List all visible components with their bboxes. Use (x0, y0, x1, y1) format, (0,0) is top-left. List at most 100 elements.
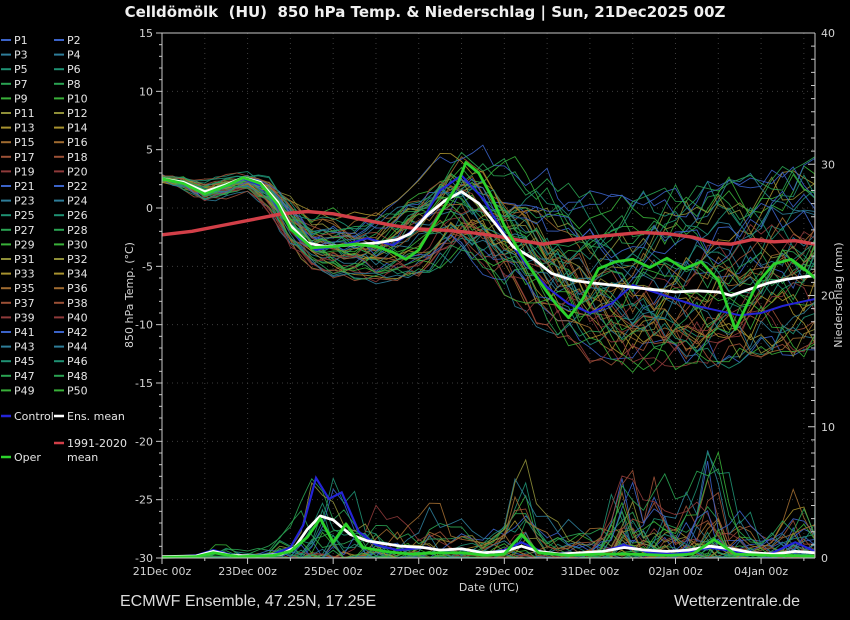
legend-member-label: P45 (14, 355, 35, 368)
legend-member-label: P30 (67, 238, 88, 251)
legend-member-label: P40 (67, 311, 88, 324)
x-tick-label: 27Dec 00z (389, 565, 448, 578)
legend: P1 P2 P3 P4 P5 P6 P7 P8 P9 P10 P11 P12 P13 P14 P15 P16 P… (1, 34, 127, 464)
legend-member-label: P6 (67, 63, 81, 76)
legend-member-label: P19 (14, 165, 35, 178)
x-axis-label: Date (UTC) (459, 581, 519, 594)
left-tick-label: -25 (135, 494, 153, 507)
oper-precip-line (161, 517, 816, 559)
x-tick-label: 31Dec 00z (561, 565, 620, 578)
legend-member-label: P47 (14, 370, 35, 383)
member-temp-line (161, 174, 816, 353)
legend-member-label: P14 (67, 122, 88, 135)
footer-brand: Wetterzentrale.de (674, 593, 800, 610)
legend-special-label: 1991-2020 (67, 437, 127, 450)
axes: 15 10 5 0 -5 -10 -15 -20 -25 -30 0 10 20 30 40 21Dec 00… (133, 27, 835, 578)
x-tick-label: 21Dec 00z (133, 565, 192, 578)
member-precip-line (161, 450, 815, 559)
legend-member-label: P11 (14, 107, 35, 120)
legend-special-label: Control (14, 410, 54, 423)
climate-mean-line (161, 209, 816, 246)
legend-member-label: P39 (14, 311, 35, 324)
legend-member-label: P16 (67, 136, 88, 149)
x-tick-label: 04Jan 00z (734, 565, 788, 578)
member-temp-line (161, 176, 816, 373)
x-tick-label: 23Dec 00z (218, 565, 277, 578)
member-temp-line (161, 178, 816, 305)
legend-member-label: P17 (14, 151, 35, 164)
legend-member-label: P48 (67, 370, 88, 383)
legend-member-label: P24 (67, 195, 88, 208)
legend-special-label: mean (67, 451, 98, 464)
legend-member-label: P31 (14, 253, 35, 266)
legend-member-label: P50 (67, 384, 88, 397)
legend-member-label: P7 (14, 78, 28, 91)
legend-member-label: P38 (67, 297, 88, 310)
left-tick-label: 5 (146, 144, 153, 157)
legend-member-label: P27 (14, 224, 35, 237)
legend-member-label: P4 (67, 49, 81, 62)
legend-member-label: P8 (67, 78, 81, 91)
right-tick-label: 0 (821, 552, 828, 565)
legend-member-label: P36 (67, 282, 88, 295)
legend-member-label: P15 (14, 136, 35, 149)
legend-member-label: P34 (67, 268, 88, 281)
legend-member-label: P44 (67, 341, 88, 354)
x-tick-label: 29Dec 00z (475, 565, 534, 578)
legend-member-label: P26 (67, 209, 88, 222)
legend-member-label: P2 (67, 34, 81, 47)
oper-temp-line (161, 161, 816, 331)
legend-member-label: P49 (14, 384, 35, 397)
legend-member-label: P23 (14, 195, 35, 208)
legend-member-label: P9 (14, 92, 28, 105)
member-temp-line (161, 175, 816, 358)
legend-member-label: P46 (67, 355, 88, 368)
left-tick-label: 15 (139, 27, 153, 40)
y-axis-left-label: 850 hPa Temp. (°C) (123, 242, 136, 348)
right-tick-label: 10 (821, 421, 835, 434)
left-tick-label: -15 (135, 377, 153, 390)
legend-member-label: P37 (14, 297, 35, 310)
member-temp-line (161, 177, 816, 259)
legend-member-label: P28 (67, 224, 88, 237)
legend-member-label: P1 (14, 34, 28, 47)
member-temp-line (161, 175, 816, 368)
left-tick-label: -20 (135, 435, 153, 448)
footer-station-info: ECMWF Ensemble, 47.25N, 17.25E (120, 593, 376, 610)
right-tick-label: 30 (821, 158, 835, 171)
legend-member-label: P22 (67, 180, 88, 193)
member-temp-line (161, 178, 816, 348)
legend-member-label: P21 (14, 180, 35, 193)
legend-member-label: P13 (14, 122, 35, 135)
legend-member-label: P32 (67, 253, 88, 266)
legend-member-label: P29 (14, 238, 35, 251)
left-tick-label: -10 (135, 319, 153, 332)
legend-special-label: Oper (14, 451, 41, 464)
legend-member-label: P5 (14, 63, 28, 76)
legend-member-label: P3 (14, 49, 28, 62)
legend-member-label: P10 (67, 92, 88, 105)
right-tick-label: 40 (821, 27, 835, 40)
legend-member-label: P43 (14, 341, 35, 354)
left-tick-label: -30 (135, 552, 153, 565)
legend-special-label: Ens. mean (67, 410, 125, 423)
legend-member-label: P33 (14, 268, 35, 281)
legend-member-label: P18 (67, 151, 88, 164)
left-tick-label: 10 (139, 85, 153, 98)
legend-member-label: P42 (67, 326, 88, 339)
member-temp-line (161, 177, 816, 351)
left-tick-label: 0 (146, 202, 153, 215)
summary-lines (161, 161, 816, 559)
x-tick-label: 02Jan 00z (648, 565, 702, 578)
member-temp-line (161, 180, 816, 369)
member-temp-line (161, 181, 816, 305)
x-tick-label: 25Dec 00z (304, 565, 363, 578)
legend-member-label: P35 (14, 282, 35, 295)
right-tick-label: 20 (821, 290, 835, 303)
page-title: Celldömölk (HU) 850 hPa Temp. & Niedersc… (125, 3, 726, 22)
y-axis-right-label: Niederschlag (mm) (832, 242, 845, 347)
legend-member-label: P41 (14, 326, 35, 339)
